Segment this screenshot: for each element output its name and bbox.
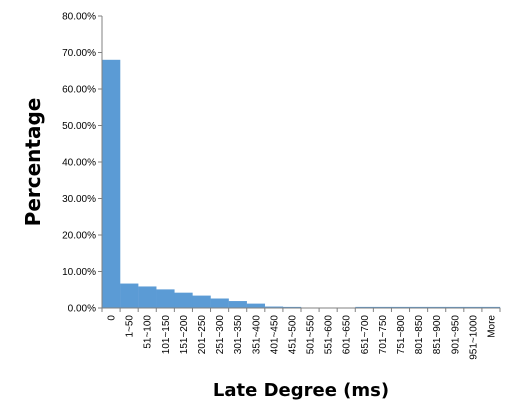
x-tick-label: 151~200 [179, 315, 190, 355]
y-tick-label: 20.00% [62, 231, 96, 242]
bar-801~850 [409, 306, 428, 308]
x-tick-labels: 0 1~50 51~100 101~150 151~200 201~250 251~300 3… [107, 315, 498, 360]
x-tick-label: 351~400 [251, 315, 262, 355]
x-tick-label: 51~100 [143, 315, 154, 349]
x-tick-label: 851~900 [432, 315, 443, 355]
bar-101~150 [156, 289, 175, 308]
y-tick-label: 10.00% [62, 267, 96, 278]
bar-0 [102, 59, 121, 308]
x-tick-label: 751~800 [396, 315, 407, 355]
x-tick-label: 1~50 [125, 315, 136, 338]
bar-751~800 [391, 306, 410, 308]
bars-group [102, 59, 501, 308]
axes-group [98, 15, 501, 312]
bar-151~200 [174, 292, 193, 308]
bar-901~950 [445, 306, 465, 308]
x-tick-label: 201~250 [197, 315, 208, 355]
x-axis-title: Late Degree (ms) [213, 380, 389, 401]
y-tick-label: 70.00% [62, 48, 96, 59]
y-tick-labels: 0.00% 10.00% 20.00% 30.00% 40.00% 50.00% 60.00… [62, 12, 96, 315]
x-tick-label: 451~500 [287, 315, 298, 355]
bar-301~350 [228, 301, 247, 308]
bar-401~450 [264, 306, 284, 308]
x-tick-label: 651~700 [360, 315, 371, 355]
y-tick-label: 60.00% [62, 85, 96, 96]
y-axis-title: Percentage [21, 98, 45, 227]
bar-251~300 [210, 298, 229, 308]
y-tick-label: 30.00% [62, 194, 96, 205]
bar-1~50 [120, 283, 139, 308]
x-tick-label: 501~550 [306, 315, 317, 355]
x-tick-label: 301~350 [233, 315, 244, 355]
bar-More [481, 306, 501, 308]
y-tick-label: 0.00% [68, 304, 96, 315]
bar-451~500 [282, 306, 302, 308]
x-tick-label: 251~300 [215, 315, 226, 355]
x-tick-label: 801~850 [414, 315, 425, 355]
x-tick-label: 401~450 [269, 315, 280, 355]
y-tick-label: 80.00% [62, 12, 96, 23]
x-tick-label: 101~150 [161, 315, 172, 355]
y-tick-label: 50.00% [62, 121, 96, 132]
x-tick-label: 701~750 [378, 315, 389, 355]
bar-201~250 [192, 295, 211, 308]
x-tick-label: 901~950 [450, 315, 461, 355]
bar-651~700 [355, 306, 374, 308]
x-tick-label: 551~600 [324, 315, 335, 355]
y-tick-label: 40.00% [62, 158, 96, 169]
bar-701~750 [373, 306, 392, 308]
x-tick-label: More [486, 315, 497, 338]
x-tick-label: 951~1000 [468, 315, 479, 360]
bar-951~1000 [463, 306, 483, 308]
bar-51~100 [138, 286, 157, 308]
bar-351~400 [246, 303, 266, 308]
bar-851~900 [427, 306, 446, 308]
x-tick-label: 0 [107, 315, 118, 321]
x-tick-label: 601~650 [342, 315, 353, 355]
